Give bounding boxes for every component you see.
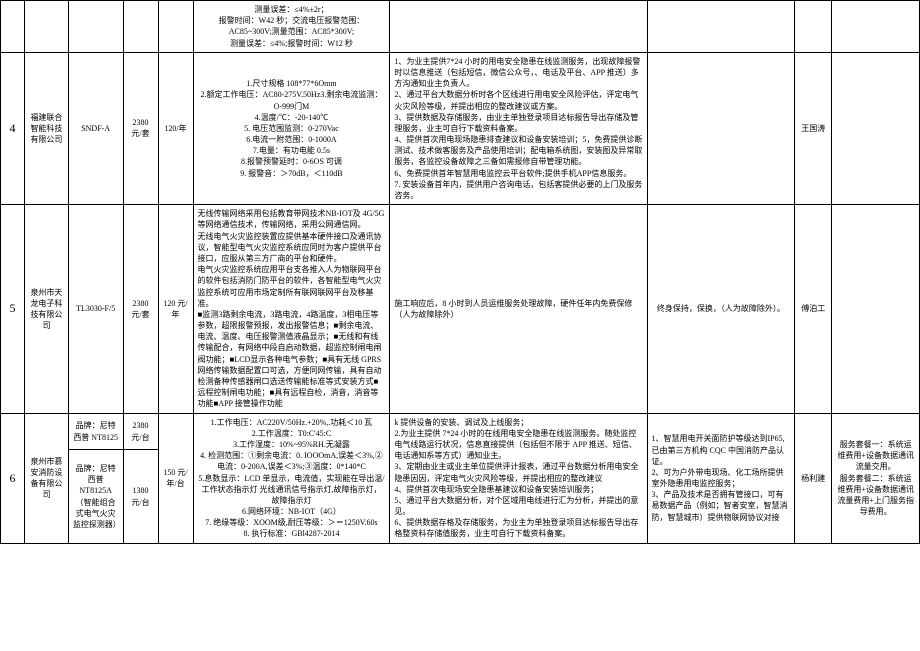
price-cell: 2380 元/套 bbox=[123, 205, 158, 413]
model-cell: 品牌：尼特西普 NT8125 bbox=[68, 413, 123, 450]
model-cell: SNDF-A bbox=[68, 52, 123, 204]
service-cell: 1、为业主提供7*24 小时的用电安全隐患在线监测服务，出现故障报警时以信息推送… bbox=[390, 52, 647, 204]
cell bbox=[795, 1, 832, 53]
cell bbox=[390, 1, 647, 53]
person-cell: 王国涛 bbox=[795, 52, 832, 204]
fee-cell: 150 元/年/台 bbox=[158, 413, 193, 543]
person-cell: 傅泊工 bbox=[795, 205, 832, 413]
specs-cell: 1.工作电压：AC220V/50Hz.+20%,.功耗＜10 瓦 2.工作温度：… bbox=[193, 413, 390, 543]
warranty-cell: 终身保持，保换，（人为故障除外）。 bbox=[647, 205, 795, 413]
remark-cell bbox=[832, 52, 920, 204]
service-cell: k 提供设备的安装、调试及上线服务； 2.为业主提供 7*24 小时的在线用电安… bbox=[390, 413, 647, 543]
person-cell: 杨利建 bbox=[795, 413, 832, 543]
fee-cell: 120/年 bbox=[158, 52, 193, 204]
fee-cell: 120 元/年 bbox=[158, 205, 193, 413]
remark-cell: 服务套餐一：系统运维费用+设备数据通讯流量交用。 服务套餐二：系统运维费用+设备… bbox=[832, 413, 920, 543]
specs-cell: 1.尺寸规格 108*77*6Omm 2.额定工作电压：AC80-275V.50… bbox=[193, 52, 390, 204]
company-cell: 泉州市天龙电子科技有限公司 bbox=[25, 205, 69, 413]
warranty-cell bbox=[647, 52, 795, 204]
row-num: 4 bbox=[1, 52, 25, 204]
cell bbox=[158, 1, 193, 53]
price-cell: 2380 元/套 bbox=[123, 52, 158, 204]
cell bbox=[123, 1, 158, 53]
model-cell: 品牌：尼特西普 NT8125A（智能组合式电气火灾监控探测器） bbox=[68, 450, 123, 543]
price-cell: 2380 元/台 bbox=[123, 413, 158, 450]
row-num: 5 bbox=[1, 205, 25, 413]
row-num: 6 bbox=[1, 413, 25, 543]
cell bbox=[647, 1, 795, 53]
company-cell: 泉州市慕安消防设备有限公司 bbox=[25, 413, 69, 543]
warranty-cell: 1、智慧用电开关面防护等级达到IP65,已由第三方机构 CQC 中国消防产品认证… bbox=[647, 413, 795, 543]
cell bbox=[1, 1, 25, 53]
cell bbox=[68, 1, 123, 53]
model-cell: TL3030-F/5 bbox=[68, 205, 123, 413]
company-cell: 福建联合智能科技有限公司 bbox=[25, 52, 69, 204]
service-cell: 施工响应后，8 小时到人员运维服务处理故障，硬件任年内免费保修（人为故障除外） bbox=[390, 205, 647, 413]
specs-cell: 无线传输网络采用包括教育带网技术NB-IOT及 4G/5G 等网络通信技术，传输… bbox=[193, 205, 390, 413]
price-cell: 1380 元/台 bbox=[123, 450, 158, 543]
remark-cell bbox=[832, 205, 920, 413]
cell bbox=[25, 1, 69, 53]
cell bbox=[832, 1, 920, 53]
specs-cell: 测量误差：≤4%±2r； 报警时间：W42 秒；交流电压报警范围：AC85~30… bbox=[193, 1, 390, 53]
